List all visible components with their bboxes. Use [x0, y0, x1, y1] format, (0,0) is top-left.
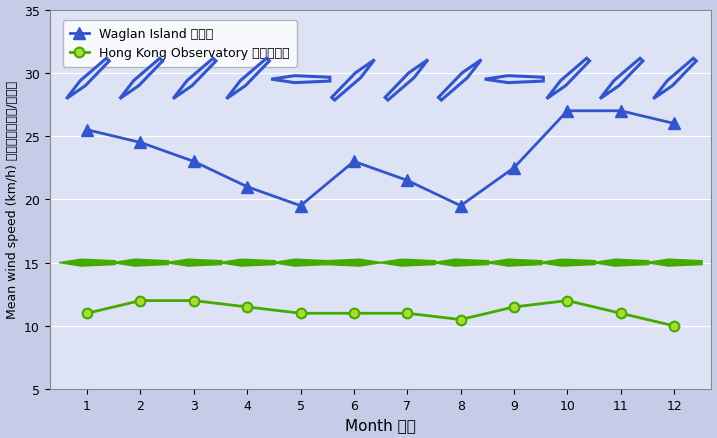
Polygon shape [385, 60, 428, 101]
Polygon shape [646, 260, 702, 266]
Polygon shape [326, 260, 382, 266]
Y-axis label: Mean wind speed (km/h) 平均風速（公里/小時）: Mean wind speed (km/h) 平均風速（公里/小時） [6, 81, 19, 319]
Legend: Waglan Island 橫琅岛, Hong Kong Observatory 香港天文台: Waglan Island 橫琅岛, Hong Kong Observatory… [62, 21, 297, 68]
Polygon shape [66, 59, 109, 99]
Polygon shape [120, 59, 163, 99]
Polygon shape [59, 260, 115, 266]
Polygon shape [379, 260, 435, 266]
Polygon shape [653, 59, 696, 99]
Polygon shape [271, 77, 330, 84]
Polygon shape [432, 260, 489, 266]
Polygon shape [219, 260, 275, 266]
Polygon shape [485, 77, 543, 84]
X-axis label: Month 月份: Month 月份 [345, 417, 416, 432]
Polygon shape [593, 260, 649, 266]
Polygon shape [173, 59, 216, 99]
Polygon shape [227, 59, 270, 99]
Polygon shape [600, 59, 643, 99]
Polygon shape [438, 60, 481, 101]
Polygon shape [166, 260, 222, 266]
Polygon shape [486, 260, 542, 266]
Polygon shape [272, 260, 328, 266]
Polygon shape [113, 260, 168, 266]
Polygon shape [332, 60, 375, 101]
Polygon shape [546, 59, 589, 99]
Polygon shape [539, 260, 595, 266]
